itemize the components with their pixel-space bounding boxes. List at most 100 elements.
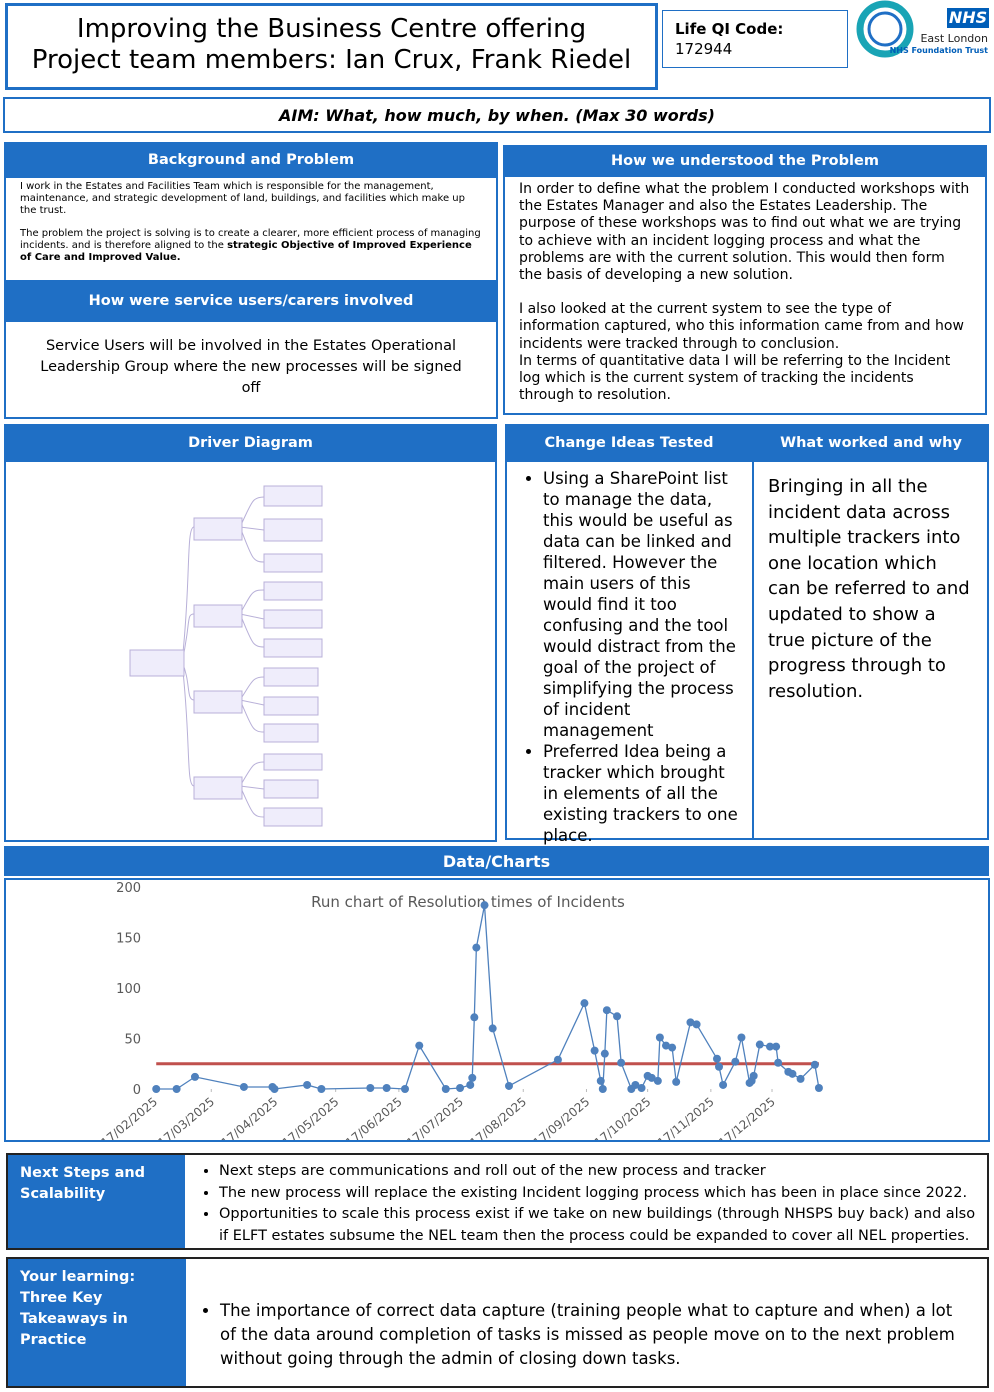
x-tick-label: 17/12/2025 (716, 1095, 778, 1140)
section-heading: Background and Problem (4, 142, 498, 178)
data-point (239, 1082, 248, 1091)
bullet: The importance of correct data capture (… (220, 1299, 971, 1371)
logo-ring (856, 0, 914, 58)
data-point (172, 1085, 181, 1093)
what-worked-body: Bringing in all the incident data across… (752, 460, 989, 840)
understood-body: In order to define what the problem I co… (503, 175, 987, 415)
data-point (382, 1083, 391, 1092)
data-point (749, 1071, 758, 1080)
driver-diagram (129, 485, 323, 827)
logo-ring (867, 11, 903, 47)
data-point (600, 1049, 609, 1058)
data-point (317, 1085, 326, 1093)
data-point (637, 1083, 646, 1092)
change-ideas-body: Using a SharePoint list to manage the da… (505, 460, 754, 845)
logo: NHS East London NHS Foundation Trust (856, 0, 989, 58)
data-point (470, 1013, 479, 1022)
x-tick-label: 17/02/2025 (98, 1095, 160, 1140)
org-text: East London (920, 32, 988, 45)
data-point (472, 943, 481, 952)
x-tick-label: 17/05/2025 (280, 1095, 342, 1140)
data-point (366, 1083, 375, 1092)
service-users-body: Service Users will be involved in the Es… (4, 320, 498, 419)
data-point (653, 1076, 662, 1085)
data-point (400, 1085, 409, 1093)
paragraph: In terms of quantitative data I will be … (519, 352, 951, 404)
chart-title: Run chart of Resolution times of Inciden… (311, 893, 625, 911)
background-body: I work in the Estates and Facilities Tea… (4, 176, 498, 282)
section-heading: What worked and why (753, 424, 989, 462)
data-point (692, 1020, 701, 1029)
driver-body (4, 460, 497, 842)
data-point (480, 901, 489, 910)
section-heading: Data/Charts (4, 846, 989, 876)
bullet-list: Next steps are communications and roll o… (195, 1161, 977, 1247)
data-point (270, 1085, 279, 1093)
paragraph: In order to define what the problem I co… (519, 181, 970, 284)
data-point (765, 1042, 774, 1051)
title: Improving the Business Centre offering (76, 14, 587, 44)
data-point (441, 1085, 450, 1093)
data-point (731, 1057, 740, 1066)
lifeqi-code: 172944 (675, 40, 733, 58)
data-point (814, 1083, 823, 1092)
nhs-box (947, 8, 989, 28)
bullet: Using a SharePoint list to manage the da… (543, 468, 740, 741)
bold-text: strategic Objective of Improved Experien… (20, 240, 472, 263)
data-point (190, 1072, 199, 1081)
bullet-list: Using a SharePoint list to manage the da… (519, 468, 740, 846)
data-point (686, 1018, 695, 1027)
data-point (580, 999, 589, 1008)
data-point (712, 1054, 721, 1063)
next-steps: Next Steps and Scalability Next steps ar… (6, 1153, 989, 1250)
data-point (617, 1058, 626, 1067)
data-point (719, 1080, 728, 1089)
bullet-list: The importance of correct data capture (… (196, 1299, 971, 1371)
y-tick-label: 0 (133, 1083, 141, 1098)
team: Project team members: Ian Crux, Frank Ri… (31, 45, 632, 75)
data-point (303, 1080, 312, 1089)
data-point (466, 1080, 475, 1089)
data-point (668, 1043, 677, 1052)
section-heading: How we understood the Problem (503, 145, 987, 177)
bullet: The new process will replace the existin… (219, 1183, 977, 1205)
y-tick-label: 200 (116, 881, 141, 896)
data-point (613, 1012, 622, 1021)
x-tick-label: 17/03/2025 (155, 1095, 217, 1140)
chart-box: Run chart of Resolution times of Inciden… (4, 878, 990, 1142)
side-heading: Next Steps and Scalability (8, 1155, 185, 1248)
learning: Your learning: Three Key Takeaways in Pr… (6, 1257, 989, 1388)
nhs-text: NHS (949, 8, 987, 27)
data-point (468, 1073, 477, 1082)
bullet: Preferred Idea being a tracker which bro… (543, 741, 740, 846)
bullet: Opportunities to scale this process exis… (219, 1204, 977, 1247)
data-point (772, 1042, 781, 1051)
bullet: Next steps are communications and roll o… (219, 1161, 977, 1183)
data-point (672, 1077, 681, 1086)
section-heading: Driver Diagram (4, 424, 497, 462)
x-tick-label: 17/07/2025 (404, 1095, 466, 1140)
data-point (488, 1024, 497, 1033)
nodes (129, 485, 323, 827)
data-point (598, 1085, 607, 1093)
data-point (631, 1080, 640, 1089)
section-heading: How were service users/carers involved (4, 282, 498, 320)
data-point (553, 1055, 562, 1064)
x-tick-label: 17/10/2025 (592, 1095, 654, 1140)
title-box: Improving the Business Centre offering P… (5, 3, 658, 90)
data-point (590, 1046, 599, 1055)
data-point (152, 1085, 161, 1093)
x-tick-label: 17/06/2025 (343, 1095, 405, 1140)
lifeqi-box: Life QI Code: 172944 (662, 10, 848, 68)
data-point (602, 1006, 611, 1015)
data-point (661, 1041, 670, 1050)
next-steps-body: Next steps are communications and roll o… (185, 1155, 987, 1248)
trust-text: NHS Foundation Trust (890, 46, 989, 55)
y-tick-label: 50 (124, 1033, 141, 1048)
data-point (415, 1041, 424, 1050)
y-tick-label: 100 (116, 982, 141, 997)
data-point (647, 1073, 656, 1082)
x-tick-label: 17/04/2025 (218, 1095, 280, 1140)
data-point (774, 1058, 783, 1067)
chart: Run chart of Resolution times of Inciden… (98, 881, 823, 1140)
